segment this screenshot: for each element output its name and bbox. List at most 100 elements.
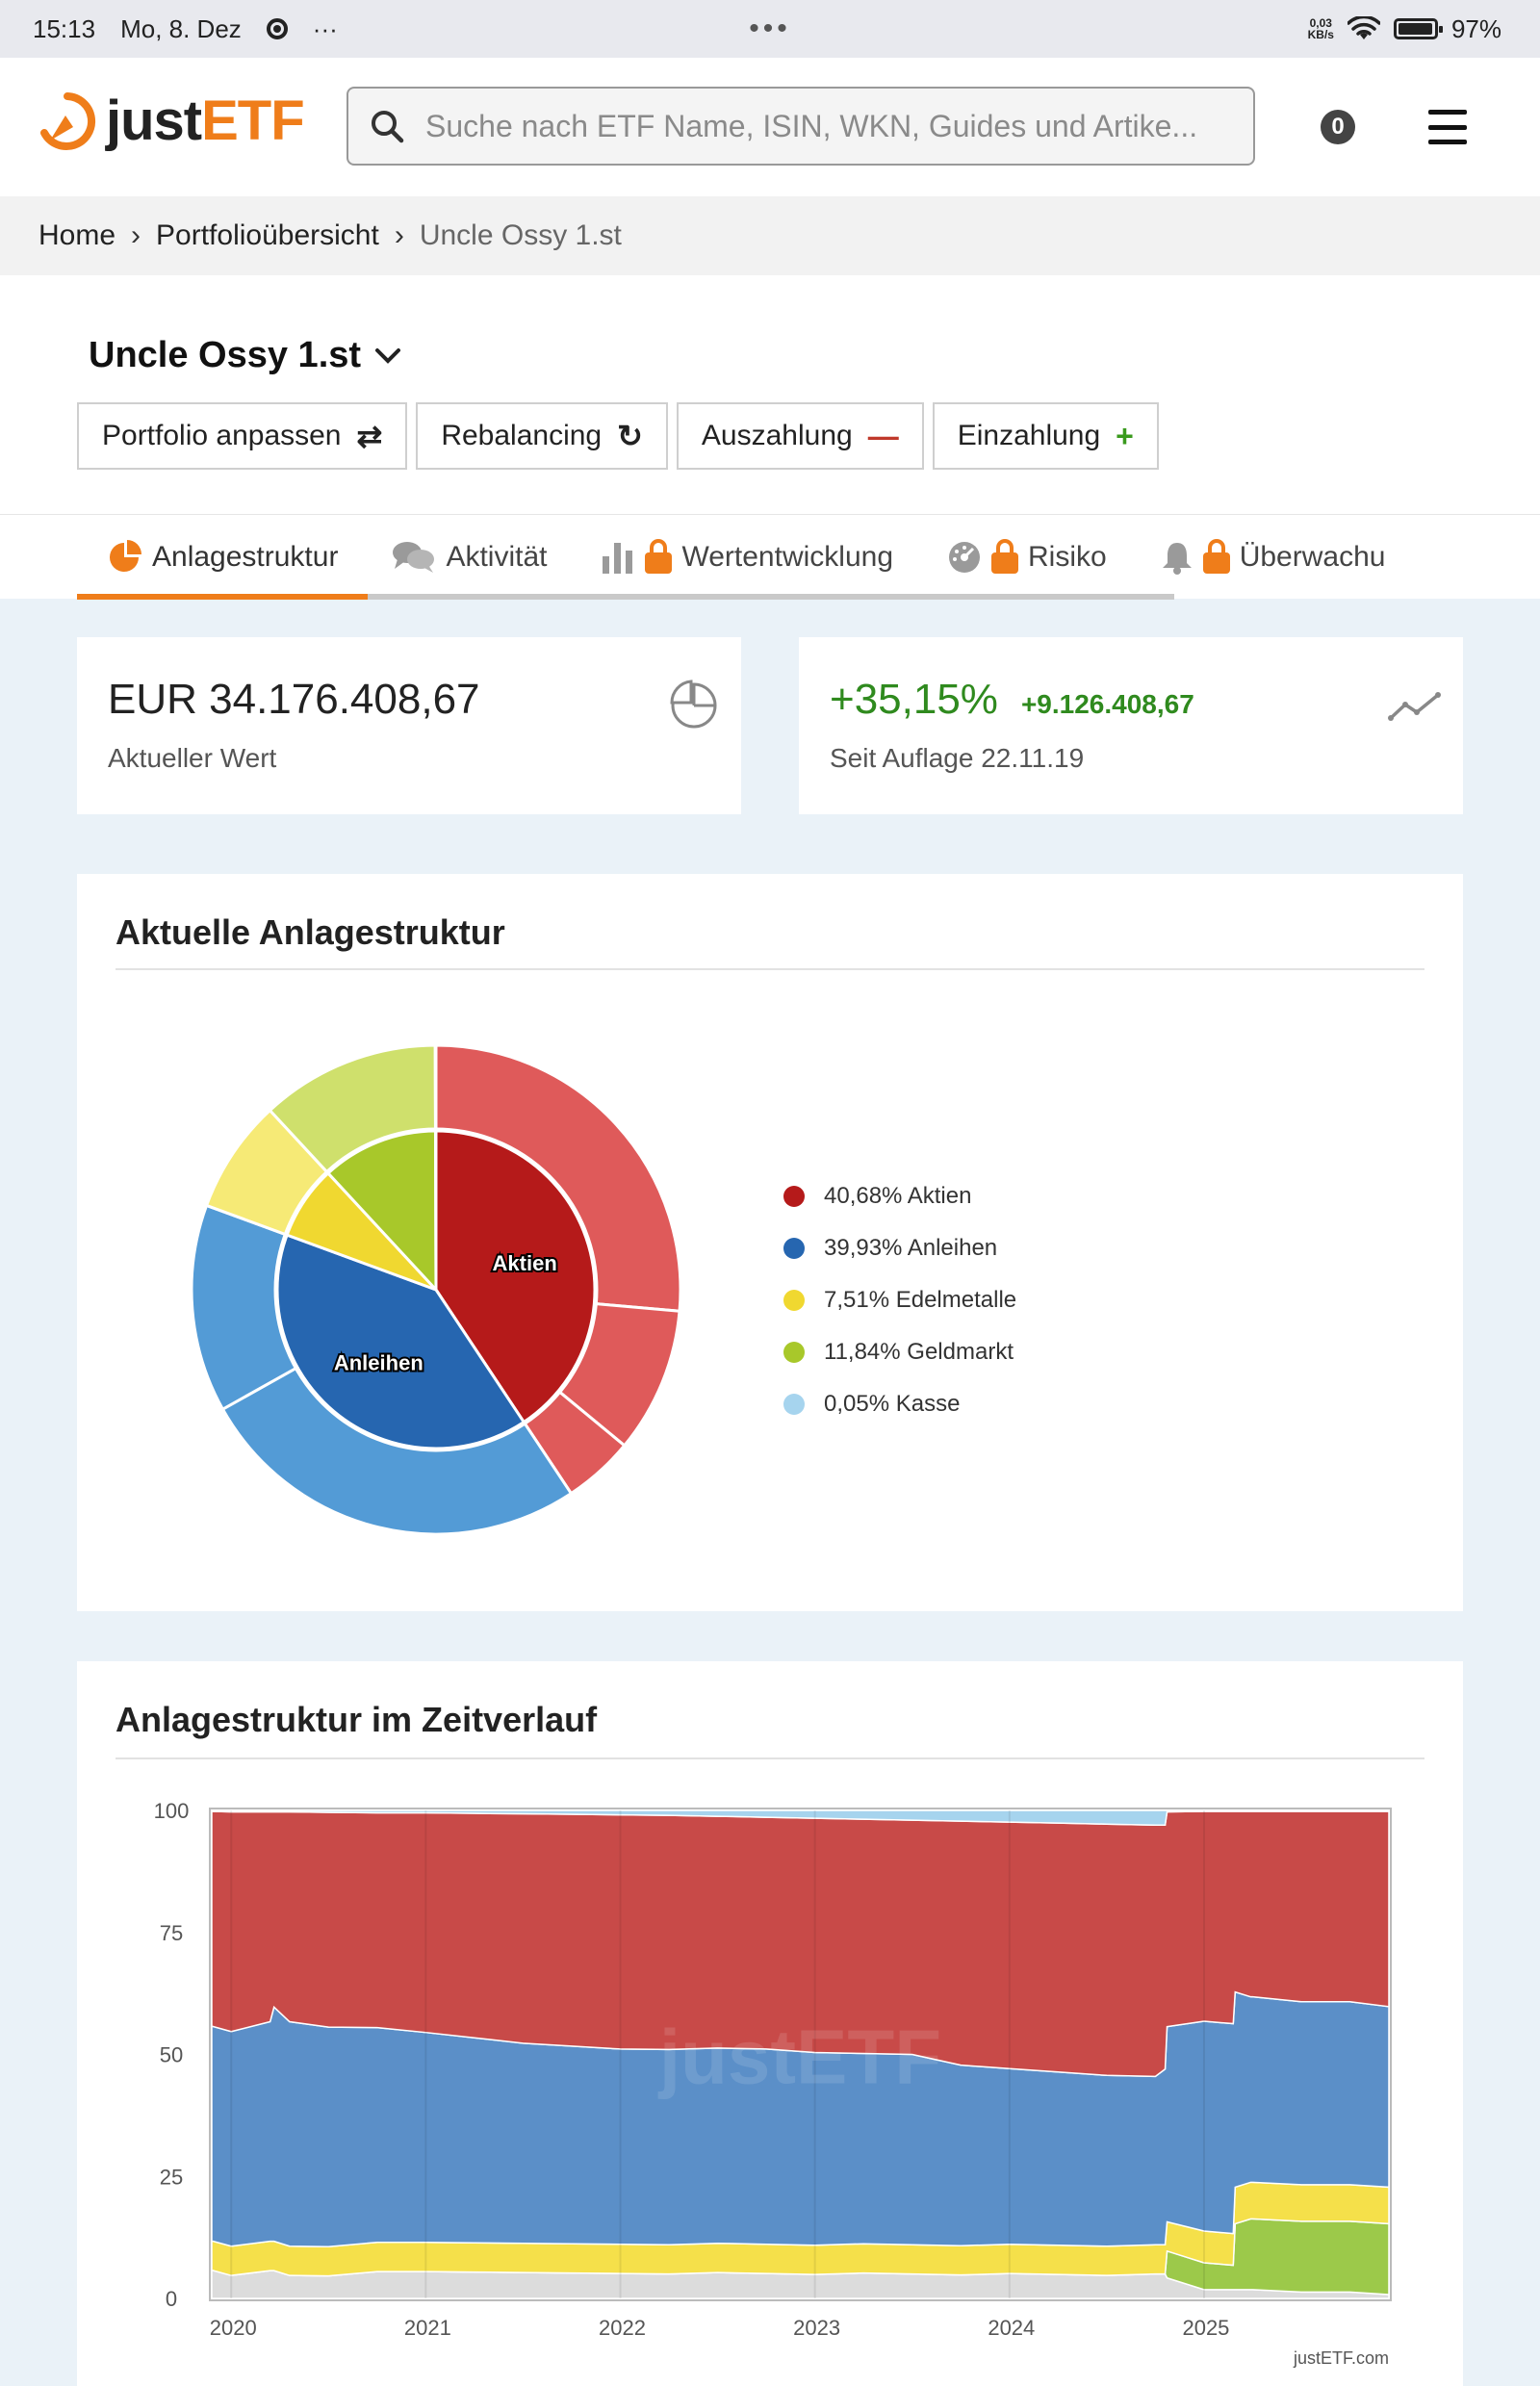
gauge-icon (947, 540, 982, 575)
plot-frame (209, 1808, 1392, 2301)
site-header: justETF 0 (0, 58, 1540, 196)
pie-slice-kasse[interactable] (433, 1128, 438, 1291)
rebalancing-button[interactable]: Rebalancing ↻ (416, 402, 668, 470)
search-icon (372, 111, 404, 143)
logo-just: just (106, 90, 202, 152)
chevron-right-icon: › (131, 219, 141, 251)
portfolio-actions: Portfolio anpassen ⇄ Rebalancing ↻ Auszahlun… (77, 402, 1159, 470)
trend-line-icon (1388, 692, 1441, 721)
breadcrumb: Home › Portfolioübersicht › Uncle Ossy 1… (0, 196, 1540, 275)
since-inception-label: Seit Auflage 22.11.19 (830, 743, 1085, 773)
lock-icon (991, 539, 1019, 574)
allocation-legend: 40,68% Aktien 39,93% Anleihen 7,51% Edelme… (783, 1170, 1016, 1430)
allocation-title: Aktuelle Anlagestruktur (116, 912, 505, 952)
bell-icon (1161, 540, 1194, 575)
watchlist-counter-badge[interactable]: 0 (1321, 110, 1355, 144)
search-box[interactable] (346, 87, 1255, 166)
swap-icon: ⇄ (356, 419, 383, 453)
allocation-donut-chart: Aktien Anleihen (190, 1043, 682, 1536)
legend-label: 39,93% Anleihen (824, 1235, 998, 1261)
x-tick-label: 2020 (210, 2316, 257, 2340)
y-tick-label: 0 (166, 2287, 177, 2311)
plus-icon: + (1116, 418, 1134, 453)
center-dots: ••• (749, 13, 791, 44)
hamburger-menu-icon[interactable] (1428, 110, 1467, 144)
tab-label: Wertentwicklung (681, 541, 894, 573)
legend-item[interactable]: 11,84% Geldmarkt (783, 1326, 1016, 1378)
logo-mark-icon (40, 91, 95, 150)
outer-ring-segment-kasse[interactable] (433, 1043, 438, 1132)
chat-icon (392, 540, 436, 575)
search-input[interactable] (425, 108, 1215, 144)
allocation-timeline-chart: justETF 0 25 50 75 100 2020 2021 2022 2023 2024 202… (154, 1799, 1392, 2368)
performance-card: +35,15% +9.126.408,67 Seit Auflage 22.11… (799, 637, 1463, 814)
legend-item[interactable]: 0,05% Kasse (783, 1378, 1016, 1430)
current-value: EUR 34.176.408,67 (108, 676, 480, 723)
breadcrumb-portfolio-overview[interactable]: Portfolioübersicht (156, 219, 379, 251)
tab-aktivität[interactable]: Aktivität (365, 515, 574, 600)
action-label: Rebalancing (441, 420, 603, 451)
current-value-card: EUR 34.176.408,67 Aktueller Wert (77, 637, 741, 814)
portfolio-tabs: Anlagestruktur Aktivität Wertentwicklung Ri… (0, 514, 1540, 600)
legend-item[interactable]: 39,93% Anleihen (783, 1222, 1016, 1274)
logo-etf: ETF (201, 90, 305, 152)
tab-risiko[interactable]: Risiko (920, 515, 1134, 600)
legend-label: 11,84% Geldmarkt (824, 1339, 1014, 1365)
tab-label: Anlagestruktur (152, 541, 339, 573)
action-label: Einzahlung (957, 420, 1101, 451)
einzahlung-button[interactable]: Einzahlung + (932, 402, 1159, 470)
action-label: Auszahlung (701, 420, 853, 451)
action-label: Portfolio anpassen (102, 420, 342, 451)
tab-überwachu[interactable]: Überwachu (1134, 515, 1413, 600)
lock-icon (645, 539, 673, 574)
legend-label: 40,68% Aktien (824, 1183, 972, 1209)
pie-label-aktien: Aktien (493, 1251, 557, 1275)
chart-credit: justETF.com (1293, 2348, 1389, 2368)
tab-wertentwicklung[interactable]: Wertentwicklung (574, 515, 920, 600)
breadcrumb-home[interactable]: Home (38, 219, 116, 251)
breadcrumb-current: Uncle Ossy 1.st (419, 219, 622, 251)
timeline-title: Anlagestruktur im Zeitverlauf (116, 1700, 598, 1739)
auszahlung-button[interactable]: Auszahlung — (676, 402, 924, 470)
wifi-icon (1347, 16, 1380, 39)
timeline-card: Anlagestruktur im Zeitverlauf justETF 0 25… (77, 1661, 1463, 2386)
system-status-bar: 15:13 Mo, 8. Dez ··· ••• 0,03 KB/s 97% (0, 0, 1540, 58)
battery-icon (1393, 18, 1443, 39)
current-value-label: Aktueller Wert (108, 743, 277, 773)
portfolio-anpassen-button[interactable]: Portfolio anpassen ⇄ (77, 402, 408, 470)
legend-label: 7,51% Edelmetalle (824, 1287, 1017, 1313)
allocation-card: Aktuelle Anlagestruktur Aktien Anleihen 4… (77, 874, 1463, 1611)
bar-chart-icon (601, 541, 635, 574)
tab-scroll-track (77, 594, 1174, 600)
status-more: ··· (312, 13, 338, 43)
tab-label: Risiko (1028, 541, 1107, 573)
status-date: Mo, 8. Dez (120, 13, 242, 43)
legend-dot (783, 1342, 805, 1363)
area-series-kasse[interactable] (211, 1809, 1390, 1826)
lock-icon (1202, 539, 1230, 574)
legend-item[interactable]: 7,51% Edelmetalle (783, 1274, 1016, 1326)
y-tick-label: 25 (160, 2165, 183, 2189)
status-time: 15:13 (33, 13, 96, 43)
tab-label: Überwachu (1239, 541, 1386, 573)
legend-dot (783, 1394, 805, 1415)
y-tick-label: 100 (154, 1799, 190, 1823)
tab-label: Aktivität (446, 541, 548, 573)
minus-icon: — (867, 418, 899, 453)
chevron-right-icon: › (394, 219, 404, 251)
donut-inner-border (273, 1127, 599, 1452)
justetf-logo[interactable]: justETF (37, 89, 305, 153)
legend-dot (783, 1186, 805, 1207)
legend-item[interactable]: 40,68% Aktien (783, 1170, 1016, 1222)
performance-percent: +35,15% (830, 676, 998, 723)
record-icon (266, 18, 288, 39)
chevron-down-icon (375, 347, 401, 364)
y-tick-label: 75 (160, 1921, 183, 1945)
portfolio-selector[interactable]: Uncle Ossy 1.st (89, 335, 401, 376)
chart-watermark: justETF (657, 2014, 941, 2100)
y-tick-label: 50 (160, 2043, 183, 2067)
pie-label-anleihen: Anleihen (334, 1351, 424, 1375)
legend-dot (783, 1290, 805, 1311)
tab-anlagestruktur[interactable]: Anlagestruktur (77, 515, 365, 600)
tab-active-indicator (77, 594, 368, 600)
